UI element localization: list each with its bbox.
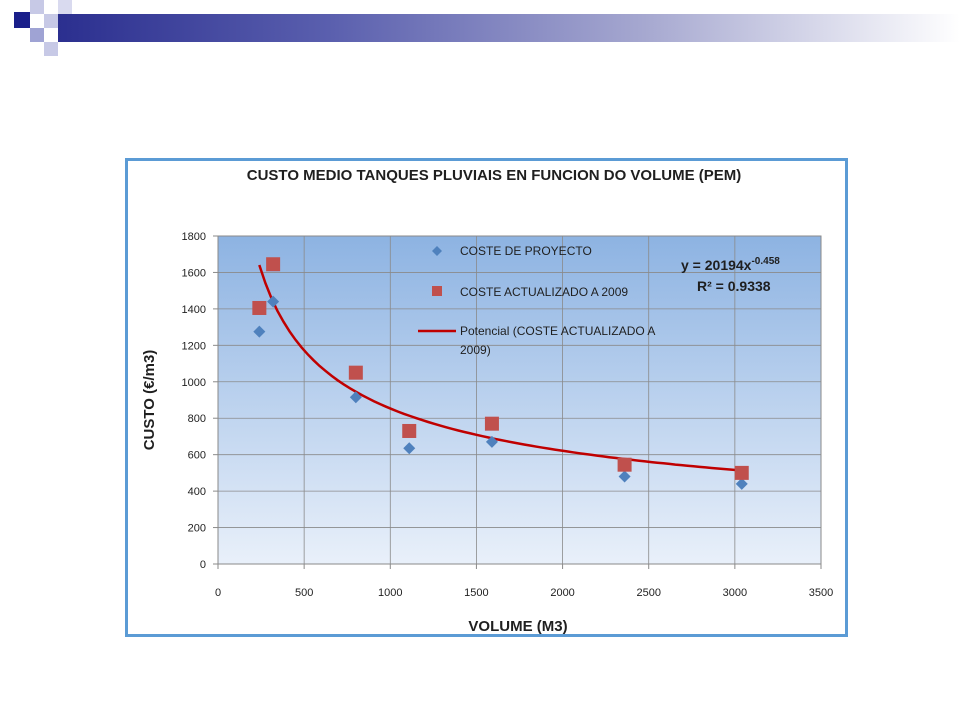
point-coste-actualizado: [402, 423, 417, 438]
x-tick-label: 2500: [636, 587, 660, 599]
legend-label-project: COSTE DE PROYECTO: [460, 244, 592, 258]
header-square-mid: [30, 28, 44, 42]
point-coste-actualizado: [348, 365, 363, 380]
y-tick-label: 200: [188, 523, 206, 535]
legend-marker-project: [432, 246, 442, 256]
trendline-layer: [258, 264, 742, 472]
y-tick-label: 1200: [182, 340, 206, 352]
x-tick-label: 0: [215, 587, 221, 599]
point-coste-proyecto: [735, 477, 748, 490]
header-square-mid: [58, 0, 72, 14]
header-square-dark: [14, 12, 30, 28]
x-tick-label: 1500: [464, 587, 488, 599]
legend-label-updated: COSTE ACTUALIZADO A 2009: [460, 285, 628, 299]
header-square-light: [44, 42, 58, 56]
y-tick-label: 800: [188, 413, 206, 425]
trend-equation: y = 20194x-0.458 R² = 0.9338: [681, 256, 780, 294]
chart-title: CUSTO MEDIO TANQUES PLUVIAIS EN FUNCION …: [247, 167, 741, 184]
x-tick-label: 2000: [550, 587, 574, 599]
y-tick-label: 1400: [182, 304, 206, 316]
x-axis-label: VOLUME (M3): [468, 618, 567, 635]
point-coste-proyecto: [403, 442, 416, 455]
point-coste-actualizado: [484, 416, 499, 431]
y-tick-label: 1600: [182, 267, 206, 279]
slide-header-decoration: [0, 0, 960, 60]
equation-line1: y = 20194x-0.458: [681, 256, 780, 273]
equation-line2: R² = 0.9338: [697, 278, 771, 294]
x-tick-label: 3000: [723, 587, 747, 599]
point-coste-proyecto: [485, 435, 498, 448]
y-tick-label: 1000: [182, 377, 206, 389]
plot-area: [217, 235, 822, 565]
data-points: [252, 257, 749, 490]
y-axis-label: CUSTO (€/m3): [141, 350, 158, 451]
x-tick-label: 3500: [809, 587, 833, 599]
legend-marker-updated: [432, 286, 442, 296]
legend: COSTE DE PROYECTO COSTE ACTUALIZADO A 20…: [418, 244, 658, 357]
y-tick-label: 1800: [182, 231, 206, 243]
y-tick-label: 0: [200, 559, 206, 571]
header-square-light: [44, 14, 58, 28]
x-tick-label: 500: [295, 587, 313, 599]
trendline-path: [258, 264, 742, 472]
axis-ticks: 0 200 400 600 800 1000 1200 1400 1600 1800 0 500 100…: [182, 231, 834, 599]
point-coste-actualizado: [734, 465, 749, 480]
point-coste-proyecto: [618, 470, 631, 483]
point-coste-proyecto: [349, 391, 362, 404]
point-coste-proyecto: [253, 325, 266, 338]
header-square-light: [30, 0, 44, 14]
y-tick-label: 600: [188, 450, 206, 462]
grid-lines: [217, 235, 822, 565]
legend-label-trend: Potencial (COSTE ACTUALIZADO A 2009): [460, 324, 658, 357]
x-tick-label: 1000: [378, 587, 402, 599]
point-coste-proyecto: [267, 295, 280, 308]
header-gradient-band: [58, 14, 960, 42]
point-coste-actualizado: [266, 257, 281, 272]
point-coste-actualizado: [617, 457, 632, 472]
y-tick-label: 400: [188, 486, 206, 498]
point-coste-actualizado: [252, 300, 267, 315]
